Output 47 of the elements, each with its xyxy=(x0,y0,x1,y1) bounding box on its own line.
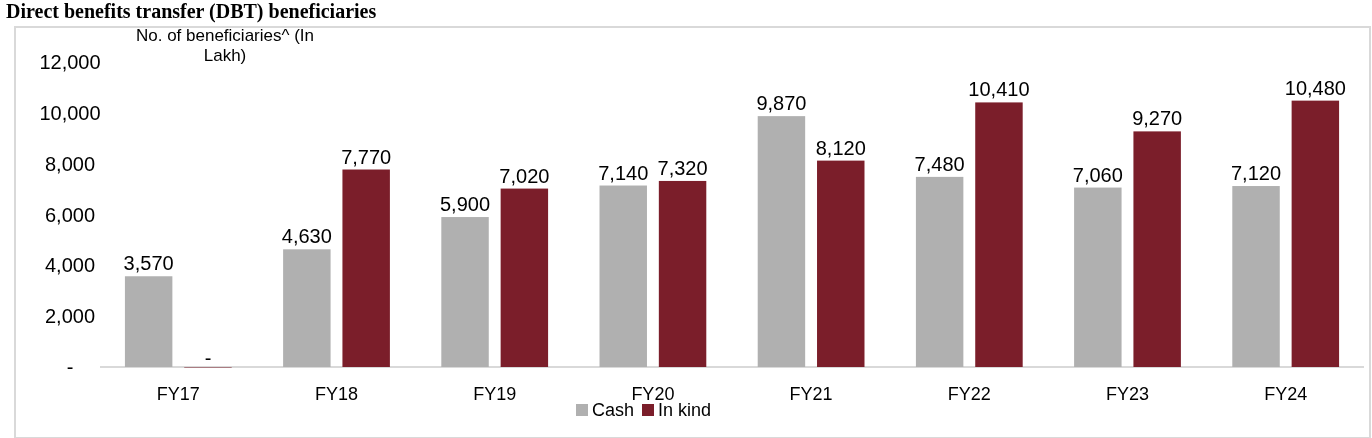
bar xyxy=(1133,131,1181,367)
chart-title: Direct benefits transfer (DBT) beneficiaries xyxy=(6,0,377,23)
bar xyxy=(658,180,707,367)
bar xyxy=(975,102,1023,367)
x-tick-label: FY18 xyxy=(314,384,359,404)
data-label: 3,570 xyxy=(123,252,174,275)
data-label: 5,900 xyxy=(440,193,491,216)
bar xyxy=(817,160,865,367)
data-label: 4,630 xyxy=(281,225,332,248)
x-tick-label: FY17 xyxy=(156,384,200,404)
x-tick-label: FY19 xyxy=(473,384,517,404)
x-tick-label: FY22 xyxy=(947,384,991,404)
y-tick-label: 2,000 xyxy=(44,305,96,328)
data-label: 7,020 xyxy=(499,164,550,187)
bar xyxy=(1291,100,1340,367)
x-tick-label: FY24 xyxy=(1264,384,1308,404)
bar xyxy=(1074,187,1122,367)
y-axis-title: No. of beneficiaries^ (In Lakh) xyxy=(135,26,315,65)
data-label: 9,270 xyxy=(1132,107,1183,130)
y-tick-label: 4,000 xyxy=(44,254,96,277)
bar xyxy=(283,249,331,367)
y-tick-label: 12,000 xyxy=(39,51,101,73)
data-label: 9,870 xyxy=(756,92,807,115)
data-label: 7,480 xyxy=(914,152,965,175)
y-tick-label: - xyxy=(66,356,74,378)
data-label: 7,120 xyxy=(1231,162,1282,185)
x-tick-label: FY21 xyxy=(789,384,833,404)
data-label: 7,140 xyxy=(598,161,649,184)
data-label: 7,060 xyxy=(1072,163,1123,186)
bar xyxy=(500,188,549,367)
data-label: 10,480 xyxy=(1284,76,1346,99)
x-tick-label: FY23 xyxy=(1105,384,1150,404)
y-tick-label: 10,000 xyxy=(39,101,101,124)
y-tick-label: 6,000 xyxy=(44,203,96,226)
bar xyxy=(1232,186,1280,367)
data-label: 7,770 xyxy=(341,145,392,168)
bar xyxy=(441,217,489,367)
bar xyxy=(915,176,964,367)
bar xyxy=(599,185,647,367)
y-tick-label: 8,000 xyxy=(44,152,96,175)
bar xyxy=(342,169,390,367)
bar xyxy=(757,116,806,367)
data-label: 7,320 xyxy=(657,156,708,179)
bar xyxy=(124,276,173,367)
data-label: - xyxy=(204,347,212,369)
data-label: 8,120 xyxy=(815,136,866,159)
data-label: 10,410 xyxy=(968,78,1030,101)
